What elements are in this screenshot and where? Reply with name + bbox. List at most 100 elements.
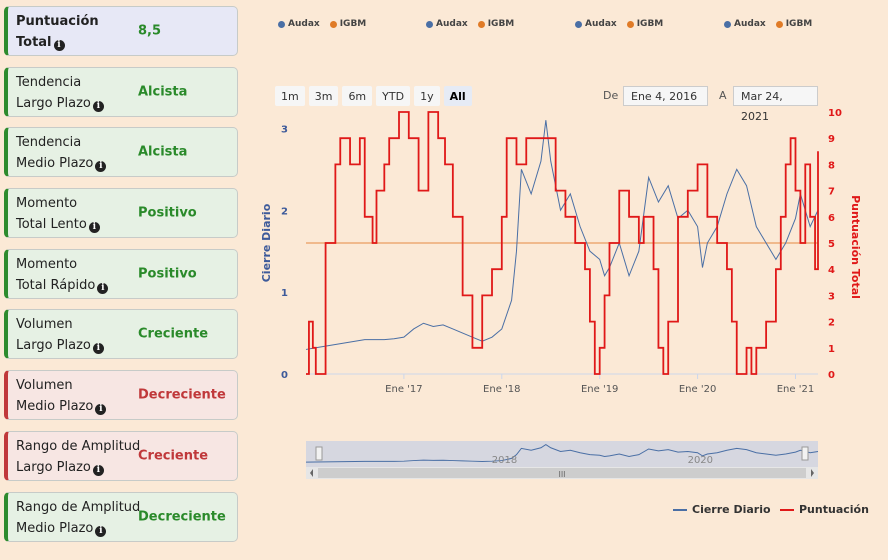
indicator-label-line1: Momento bbox=[16, 256, 78, 272]
legend-dot-igbm bbox=[329, 20, 337, 28]
indicator-label: Tendencia Largo Plazo i bbox=[16, 72, 104, 114]
info-icon[interactable]: i bbox=[92, 343, 104, 355]
indicator-label: Momento Total Lento i bbox=[16, 193, 100, 235]
legend-label-igbm: IGBM bbox=[636, 19, 664, 29]
x-tick-label: Ene '18 bbox=[483, 384, 520, 395]
navigator-series bbox=[305, 444, 819, 463]
scrollbar-thumb[interactable] bbox=[318, 468, 806, 478]
legend-group-3[interactable]: Audax IGBM bbox=[575, 19, 663, 29]
indicator-label-line2: Largo Plazo bbox=[16, 95, 91, 111]
indicator-label: Volumen Largo Plazo i bbox=[16, 314, 104, 356]
legend-group-2[interactable]: Audax IGBM bbox=[426, 19, 514, 29]
indicator-label-line1: Rango de Amplitud bbox=[16, 438, 141, 454]
legend-group-4[interactable]: Audax IGBM bbox=[724, 19, 812, 29]
info-icon[interactable]: i bbox=[95, 404, 107, 416]
indicator-value: Creciente bbox=[138, 448, 209, 464]
y-right-tick-label: 7 bbox=[828, 187, 835, 198]
indicator-label-line2: Medio Plazo bbox=[16, 156, 94, 172]
x-tick-label: Ene '19 bbox=[581, 384, 618, 395]
range-button[interactable]: 1m bbox=[275, 86, 305, 106]
indicator-value: 8,5 bbox=[138, 23, 162, 39]
info-icon[interactable]: i bbox=[88, 222, 100, 234]
series-line-0[interactable] bbox=[305, 120, 819, 350]
indicator-label-line2: Largo Plazo bbox=[16, 459, 91, 475]
navigator-label: 2018 bbox=[492, 455, 517, 466]
legend-label-igbm: IGBM bbox=[487, 19, 515, 29]
range-button[interactable]: 3m bbox=[308, 86, 339, 106]
date-from-label: De bbox=[603, 89, 619, 102]
navigator-mask bbox=[306, 441, 818, 467]
scroll-left-arrow-icon[interactable] bbox=[310, 469, 313, 477]
y-right-tick-label: 3 bbox=[828, 291, 835, 302]
y-right-tick-label: 0 bbox=[828, 370, 835, 381]
indicator-label-line1: Puntuación bbox=[16, 14, 99, 29]
indicator-value: Creciente bbox=[138, 326, 209, 342]
y-right-tick-label: 5 bbox=[828, 239, 835, 250]
indicator-label-line2: Total Rápido bbox=[16, 277, 96, 293]
y-right-tick-label: 8 bbox=[828, 160, 835, 171]
range-button[interactable]: 1y bbox=[414, 86, 440, 106]
indicator-label-line2: Medio Plazo bbox=[16, 520, 94, 536]
navigator-handle-right[interactable] bbox=[801, 446, 809, 461]
y-right-tick-label: 9 bbox=[828, 134, 835, 145]
navigator-handle-left[interactable] bbox=[315, 446, 323, 461]
x-tick-label: Ene '21 bbox=[777, 384, 814, 395]
indicator-value: Decreciente bbox=[138, 387, 226, 403]
indicator-label-line1: Tendencia bbox=[16, 135, 82, 151]
range-button[interactable]: 6m bbox=[342, 86, 373, 106]
y-left-tick-label: 2 bbox=[281, 206, 288, 217]
indicator-card: Tendencia Medio Plazo i Alcista bbox=[4, 127, 238, 178]
legend-dot-audax bbox=[278, 20, 285, 28]
y-right-tick-label: 10 bbox=[828, 108, 842, 119]
indicator-value: Positivo bbox=[138, 266, 197, 282]
navigator-label: 2020 bbox=[688, 455, 713, 466]
legend-item-cierre[interactable]: Cierre Diario bbox=[673, 503, 771, 516]
indicator-value: Alcista bbox=[138, 144, 188, 160]
x-tick-label: Ene '20 bbox=[679, 384, 716, 395]
legend-label-audax: Audax bbox=[436, 19, 468, 29]
legend-line-puntuacion bbox=[780, 508, 794, 511]
indicator-label-line1: Volumen bbox=[16, 317, 73, 333]
info-icon[interactable]: i bbox=[92, 100, 104, 112]
legend-label-audax: Audax bbox=[585, 19, 617, 29]
y-right-tick-label: 4 bbox=[828, 265, 835, 276]
indicator-label: Tendencia Medio Plazo i bbox=[16, 132, 107, 174]
indicator-card: Puntuación Total i 8,5 bbox=[4, 6, 238, 56]
legend-dot-audax bbox=[575, 20, 582, 28]
indicator-label-line1: Tendencia bbox=[16, 74, 82, 90]
info-icon[interactable]: i bbox=[53, 40, 65, 51]
indicator-card: Momento Total Lento i Positivo bbox=[4, 188, 238, 239]
date-from-input[interactable]: Ene 4, 2016 bbox=[623, 86, 708, 106]
indicator-label-line2: Largo Plazo bbox=[16, 338, 91, 354]
legend-item-puntuacion[interactable]: Puntuación bbox=[780, 503, 869, 516]
info-icon[interactable]: i bbox=[92, 464, 104, 476]
range-button[interactable]: YTD bbox=[376, 86, 411, 106]
legend-label-puntuacion: Puntuación bbox=[799, 503, 869, 516]
legend-dot-igbm bbox=[626, 20, 634, 28]
info-icon[interactable]: i bbox=[97, 282, 109, 294]
range-button[interactable]: All bbox=[443, 86, 472, 106]
indicator-label: Momento Total Rápido i bbox=[16, 254, 109, 296]
date-to-label: A bbox=[719, 89, 727, 102]
indicator-label: Rango de Amplitud Medio Plazo i bbox=[16, 497, 140, 539]
x-tick-label: Ene '17 bbox=[385, 384, 422, 395]
series-line-1[interactable] bbox=[306, 111, 819, 375]
scroll-right-arrow-icon[interactable] bbox=[811, 469, 814, 477]
legend-group-1[interactable]: Audax IGBM bbox=[278, 19, 366, 29]
indicator-card: Rango de Amplitud Largo Plazo i Creciente bbox=[4, 430, 238, 481]
indicator-card: Volumen Medio Plazo i Decreciente bbox=[4, 370, 238, 421]
indicator-label-line2: Medio Plazo bbox=[16, 399, 94, 415]
indicator-cards: Puntuación Total i 8,5 Tendencia Largo Plazo i… bbox=[4, 6, 238, 552]
legend-label-audax: Audax bbox=[734, 19, 766, 29]
indicator-label-line2: Total Lento bbox=[16, 217, 87, 233]
legend-label-igbm: IGBM bbox=[785, 19, 813, 29]
indicator-label-line2: Total bbox=[16, 35, 52, 50]
indicator-card: Volumen Largo Plazo i Creciente bbox=[4, 309, 238, 360]
info-icon[interactable]: i bbox=[95, 161, 107, 173]
info-icon[interactable]: i bbox=[95, 525, 107, 537]
legend-dot-igbm bbox=[775, 20, 783, 28]
scrollbar-grip: III bbox=[558, 470, 565, 479]
indicator-label: Puntuación Total i bbox=[16, 11, 99, 53]
date-to-input[interactable]: Mar 24, 2021 bbox=[733, 86, 818, 123]
